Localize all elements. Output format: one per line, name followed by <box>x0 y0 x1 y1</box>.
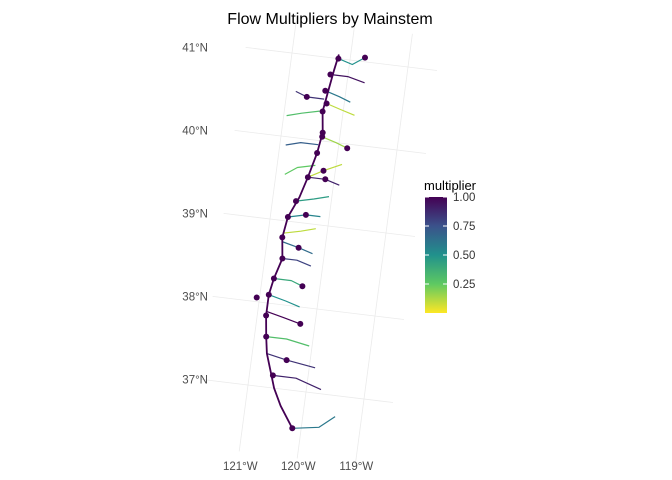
confluence-point <box>269 372 276 379</box>
confluence-point <box>295 244 302 251</box>
lat-gridline <box>201 379 394 403</box>
confluence-point <box>279 255 286 262</box>
legend-ticks: 1.00 0.75 0.50 0.25 <box>425 192 475 291</box>
confluence-point <box>297 320 304 327</box>
lon-tick-label: 119°W <box>339 461 373 473</box>
confluence-point <box>263 333 270 340</box>
tributary-line <box>338 57 366 66</box>
tributary-line <box>268 294 300 308</box>
legend-tick-label: 1.00 <box>453 192 475 204</box>
legend-tick-label: 0.75 <box>453 221 475 233</box>
tributary-line <box>284 164 316 175</box>
confluence-point <box>323 100 330 107</box>
legend-tick-label: 0.50 <box>453 250 475 262</box>
confluence-point <box>270 275 277 282</box>
confluence-point <box>263 312 270 319</box>
tributary-line <box>266 310 301 325</box>
tributary-line <box>266 353 316 369</box>
chart-title: Flow Multipliers by Mainstem <box>227 11 432 28</box>
lat-gridline <box>234 130 427 154</box>
lat-tick-label: 37°N <box>182 374 208 386</box>
confluence-point <box>284 214 291 220</box>
confluence-point <box>304 174 311 181</box>
tributary-line <box>282 257 312 267</box>
confluence-point <box>314 150 321 156</box>
tributary-line <box>272 374 322 391</box>
tributary-line <box>330 73 365 84</box>
legend-tick-label: 0.25 <box>453 279 475 291</box>
tributary-line <box>266 336 310 347</box>
lon-tick-label: 121°W <box>223 461 258 473</box>
lon-tick-label: 120°W <box>281 461 316 473</box>
confluence-point <box>289 425 296 432</box>
tributary-line <box>321 136 348 149</box>
confluence-point <box>327 71 334 78</box>
confluence-point <box>302 211 309 218</box>
confluence-point <box>344 145 351 152</box>
lat-gridline <box>212 296 405 320</box>
confluence-point <box>253 294 260 301</box>
confluence-point <box>265 291 272 298</box>
confluence-point <box>319 108 326 115</box>
confluence-point <box>279 234 286 241</box>
mainstem <box>265 54 340 429</box>
color-legend: multiplier 1.00 0.75 0.50 0.25 <box>424 178 477 313</box>
tributary-line <box>295 90 325 100</box>
tributaries <box>266 57 366 429</box>
confluence-point <box>293 198 299 205</box>
confluence-point <box>283 357 290 364</box>
lon-gridline <box>296 26 355 459</box>
confluence-point <box>322 176 329 183</box>
tributary-line <box>282 228 316 234</box>
longitude-labels: 121°W 120°W 119°W <box>223 461 373 473</box>
confluence-point <box>303 93 310 100</box>
confluence-point <box>299 283 306 290</box>
lat-tick-label: 41°N <box>182 42 208 54</box>
lat-tick-label: 39°N <box>182 208 208 220</box>
confluence-point <box>320 167 327 174</box>
confluence-point <box>362 54 368 61</box>
graticule <box>201 19 438 466</box>
tributary-line <box>325 90 351 103</box>
confluence-point <box>335 55 342 62</box>
confluence-points <box>253 54 368 432</box>
tributary-line <box>295 196 330 202</box>
confluence-point <box>322 87 329 94</box>
tributary-line <box>286 110 320 117</box>
tributary-line <box>285 142 319 146</box>
mainstem-line <box>265 54 340 429</box>
legend-title: multiplier <box>424 178 477 193</box>
tributary-line <box>292 416 336 429</box>
tributary-line <box>273 277 303 287</box>
lon-gridline <box>238 19 297 452</box>
legend-colorbar <box>425 197 447 313</box>
lat-tick-label: 38°N <box>182 291 208 303</box>
lon-gridline <box>354 33 413 466</box>
tributary-line <box>326 102 355 116</box>
confluence-point <box>319 133 326 140</box>
lat-tick-label: 40°N <box>182 125 208 137</box>
latitude-labels: 41°N 40°N 39°N 38°N 37°N <box>182 42 208 386</box>
lat-gridline <box>223 213 416 237</box>
